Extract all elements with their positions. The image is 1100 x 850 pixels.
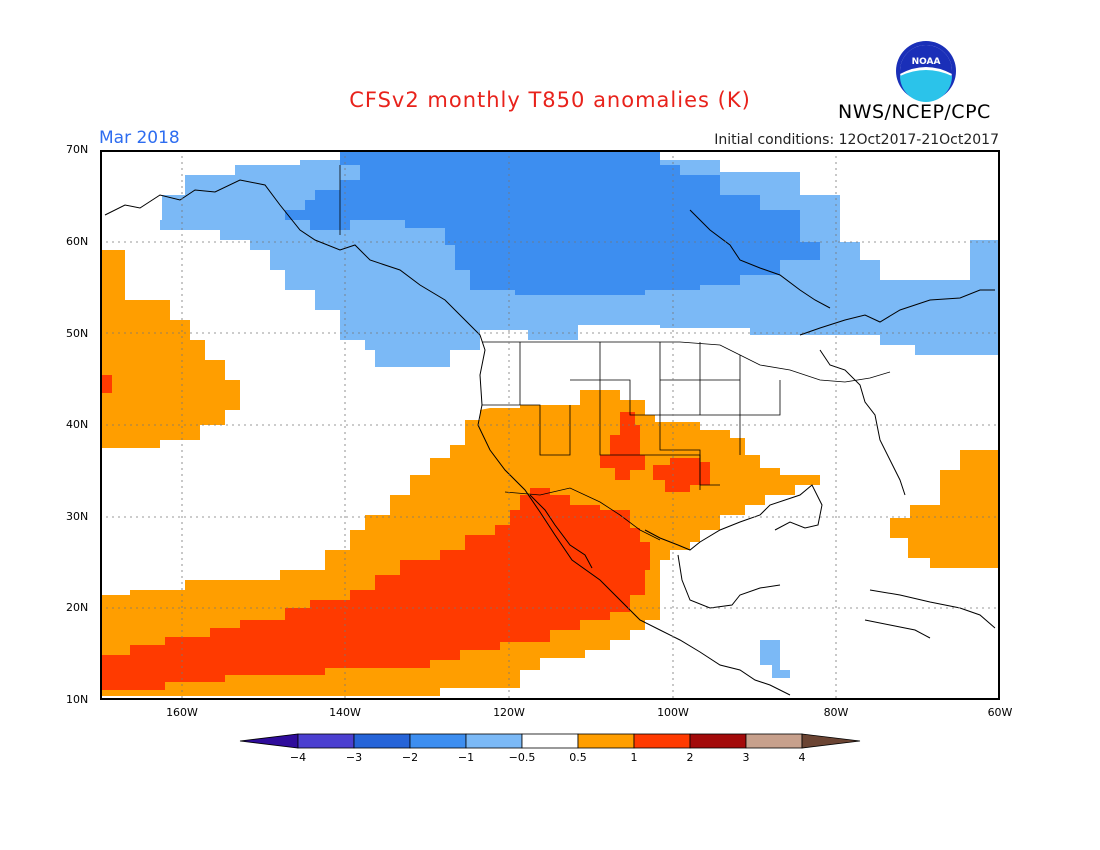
colorbar-segment bbox=[633, 733, 691, 749]
coastlines bbox=[104, 179, 996, 696]
lon-label-100w: 100W bbox=[657, 706, 689, 719]
colorbar-label: 3 bbox=[742, 751, 750, 764]
agency-label: NWS/NCEP/CPC bbox=[838, 101, 991, 123]
initial-conditions: Initial conditions: 12Oct2017-21Oct2017 bbox=[714, 132, 999, 148]
logo-sky bbox=[900, 45, 952, 74]
noaa-logo: NOAA bbox=[896, 41, 956, 102]
cold-anomaly-moderate bbox=[285, 152, 820, 295]
logo-text: NOAA bbox=[912, 57, 941, 67]
colorbar-label: −3 bbox=[345, 751, 363, 764]
colorbar-label: −1 bbox=[457, 751, 475, 764]
warm-anomaly-moderate bbox=[102, 375, 710, 690]
lon-label-140w: 140W bbox=[329, 706, 361, 719]
colorbar-label: 2 bbox=[686, 751, 694, 764]
lat-label-50n: 50N bbox=[66, 327, 89, 340]
lon-label-60w: 60W bbox=[987, 706, 1013, 719]
colorbar-label: 1 bbox=[630, 751, 638, 764]
lat-label-60n: 60N bbox=[66, 235, 89, 248]
forecast-period: Mar 2018 bbox=[99, 128, 180, 148]
anomaly-map bbox=[100, 150, 1000, 700]
map-title: CFSv2 monthly T850 anomalies (K) bbox=[0, 88, 1100, 112]
lat-label-10n: 10N bbox=[66, 693, 89, 706]
colorbar-low-arrow bbox=[239, 733, 299, 749]
lat-label-40n: 40N bbox=[66, 418, 89, 431]
colorbar-segment bbox=[689, 733, 747, 749]
colorbar-label: −0.5 bbox=[508, 751, 536, 764]
colorbar-segment bbox=[297, 733, 355, 749]
colorbar bbox=[239, 733, 861, 749]
map-title-text: CFSv2 monthly T850 anomalies (K) bbox=[349, 88, 751, 112]
colorbar-segment bbox=[409, 733, 467, 749]
graticule bbox=[100, 150, 1000, 700]
colorbar-label: −2 bbox=[401, 751, 419, 764]
colorbar-segment bbox=[577, 733, 635, 749]
colorbar-label: −4 bbox=[289, 751, 307, 764]
colorbar-segment bbox=[353, 733, 411, 749]
colorbar-label: 4 bbox=[798, 751, 806, 764]
colorbar-segment bbox=[745, 733, 803, 749]
political-borders bbox=[339, 165, 891, 541]
lat-label-30n: 30N bbox=[66, 510, 89, 523]
map-frame bbox=[100, 150, 1000, 700]
colorbar-segment bbox=[521, 733, 579, 749]
lat-label-70n: 70N bbox=[66, 143, 89, 156]
lon-label-160w: 160W bbox=[166, 706, 198, 719]
logo-sea bbox=[900, 70, 952, 102]
colorbar-high-arrow bbox=[801, 733, 861, 749]
lat-label-20n: 20N bbox=[66, 601, 89, 614]
colorbar-segment bbox=[465, 733, 523, 749]
lon-label-80w: 80W bbox=[823, 706, 849, 719]
colorbar-label: 0.5 bbox=[569, 751, 587, 764]
lon-label-120w: 120W bbox=[493, 706, 525, 719]
